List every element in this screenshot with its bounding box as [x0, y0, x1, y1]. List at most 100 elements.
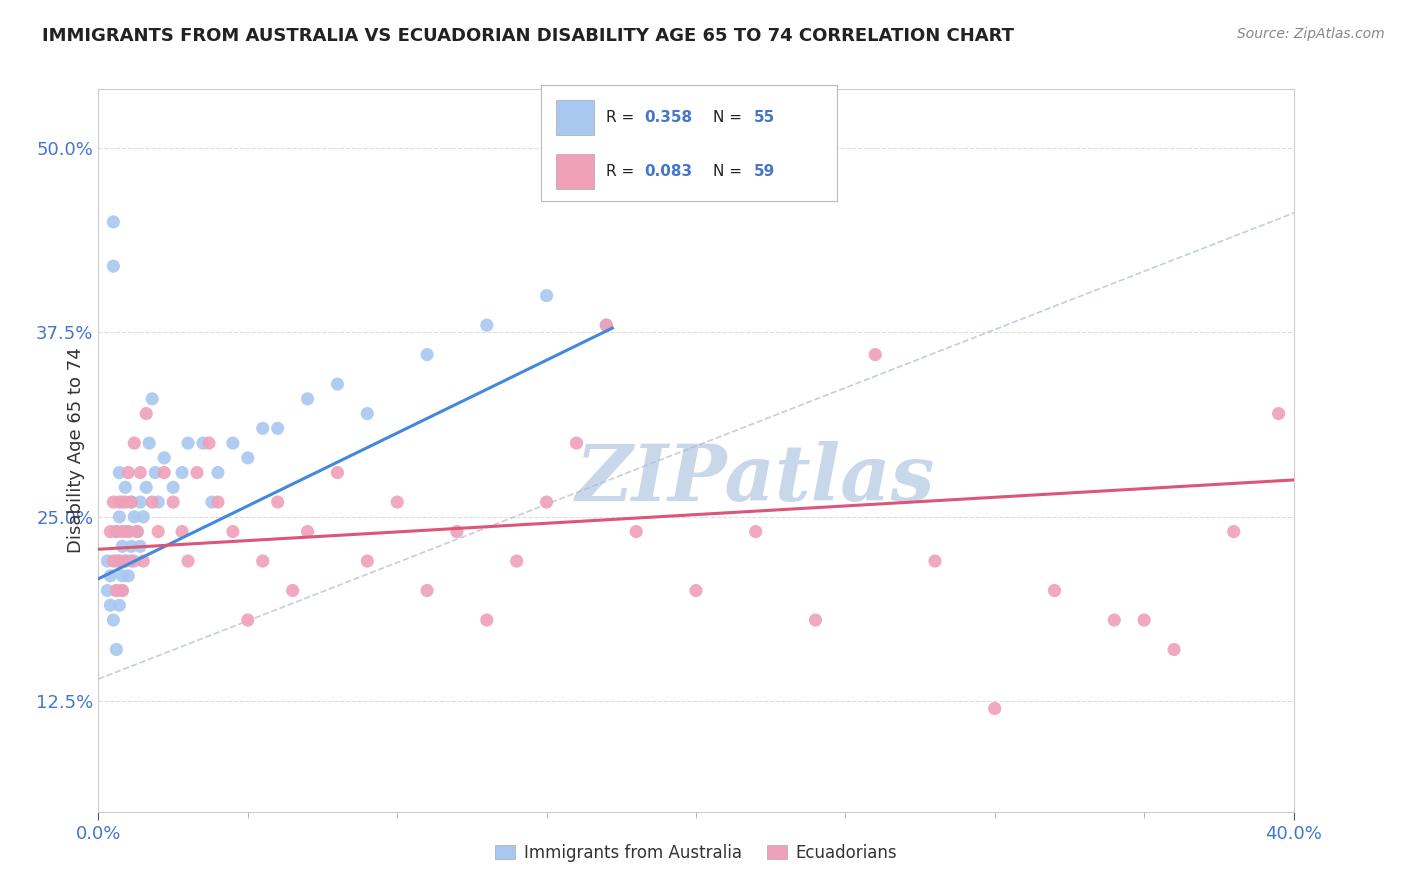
Point — [103, 613, 125, 627]
Point — [416, 348, 439, 362]
Point — [356, 407, 378, 421]
Point — [191, 436, 214, 450]
Legend: Immigrants from Australia, Ecuadorians: Immigrants from Australia, Ecuadorians — [489, 837, 903, 869]
Point — [114, 480, 136, 494]
Point — [120, 495, 142, 509]
Point — [117, 466, 139, 480]
Point — [98, 524, 122, 539]
Point — [207, 466, 229, 480]
Text: IMMIGRANTS FROM AUSTRALIA VS ECUADORIAN DISABILITY AGE 65 TO 74 CORRELATION CHAR: IMMIGRANTS FROM AUSTRALIA VS ECUADORIAN … — [42, 27, 1014, 45]
Point — [162, 495, 184, 509]
Point — [236, 450, 259, 465]
Point — [297, 392, 319, 406]
Point — [236, 613, 259, 627]
Point — [252, 421, 274, 435]
Point — [103, 215, 125, 229]
Point — [103, 495, 125, 509]
Point — [416, 583, 439, 598]
Text: N =: N = — [713, 110, 747, 125]
Point — [129, 466, 152, 480]
Point — [865, 348, 887, 362]
Point — [153, 466, 176, 480]
Point — [1133, 613, 1156, 627]
Point — [222, 436, 245, 450]
Text: 0.083: 0.083 — [645, 164, 693, 179]
Point — [96, 554, 118, 568]
Point — [132, 554, 155, 568]
Point — [96, 583, 118, 598]
Point — [105, 554, 128, 568]
Point — [141, 495, 163, 509]
Point — [124, 509, 146, 524]
FancyBboxPatch shape — [557, 154, 595, 189]
Point — [98, 569, 122, 583]
Point — [222, 524, 245, 539]
Point — [1163, 642, 1185, 657]
Point — [108, 554, 131, 568]
Point — [103, 554, 125, 568]
Point — [103, 259, 125, 273]
Text: R =: R = — [606, 110, 640, 125]
Point — [148, 495, 170, 509]
Point — [127, 524, 149, 539]
Point — [117, 569, 139, 583]
Point — [111, 569, 134, 583]
Point — [120, 539, 142, 553]
Point — [129, 495, 152, 509]
Point — [385, 495, 409, 509]
Point — [117, 524, 139, 539]
Point — [267, 495, 290, 509]
Point — [326, 377, 349, 392]
Point — [138, 436, 160, 450]
Text: N =: N = — [713, 164, 747, 179]
Point — [111, 539, 134, 553]
Point — [135, 480, 157, 494]
Text: R =: R = — [606, 164, 640, 179]
Text: ZIPatlas: ZIPatlas — [576, 442, 935, 517]
Point — [172, 466, 194, 480]
Point — [117, 524, 139, 539]
Point — [148, 524, 170, 539]
FancyBboxPatch shape — [557, 100, 595, 135]
Point — [685, 583, 707, 598]
Point — [105, 583, 128, 598]
Point — [207, 495, 229, 509]
Point — [177, 554, 200, 568]
Point — [129, 539, 152, 553]
Point — [98, 599, 122, 613]
Point — [105, 524, 128, 539]
Point — [506, 554, 529, 568]
Point — [162, 480, 184, 494]
Point — [536, 288, 558, 302]
Point — [111, 524, 134, 539]
Text: 59: 59 — [754, 164, 775, 179]
Point — [108, 509, 131, 524]
Point — [565, 436, 588, 450]
Point — [127, 524, 149, 539]
Point — [595, 318, 617, 332]
Point — [595, 318, 617, 332]
Point — [1223, 524, 1246, 539]
Point — [446, 524, 468, 539]
Point — [105, 524, 128, 539]
Text: Source: ZipAtlas.com: Source: ZipAtlas.com — [1237, 27, 1385, 41]
Point — [475, 318, 498, 332]
Point — [536, 495, 558, 509]
Point — [745, 524, 768, 539]
Point — [111, 583, 134, 598]
Point — [135, 407, 157, 421]
Point — [111, 495, 134, 509]
Text: 0.358: 0.358 — [645, 110, 693, 125]
Point — [924, 554, 946, 568]
Point — [108, 495, 131, 509]
Point — [124, 436, 146, 450]
Point — [1043, 583, 1066, 598]
Point — [143, 466, 166, 480]
Point — [1104, 613, 1126, 627]
Point — [141, 392, 163, 406]
Text: 55: 55 — [754, 110, 775, 125]
Point — [124, 554, 146, 568]
Point — [114, 495, 136, 509]
Point — [108, 554, 131, 568]
Point — [172, 524, 194, 539]
